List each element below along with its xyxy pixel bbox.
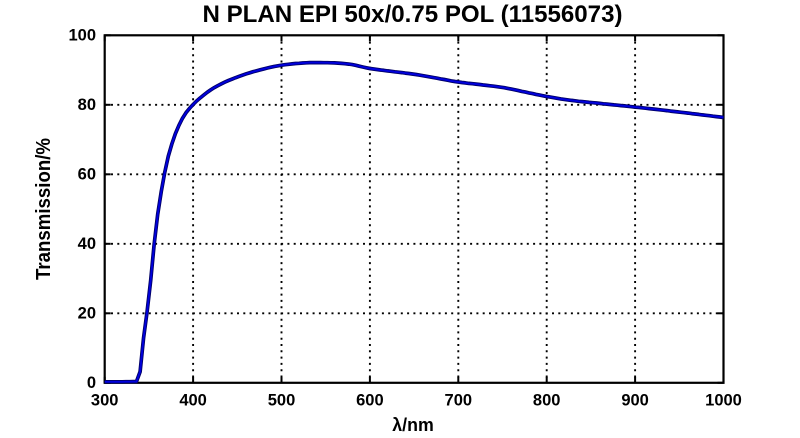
svg-text:800: 800	[533, 392, 561, 410]
svg-text:40: 40	[78, 235, 96, 253]
svg-text:1000: 1000	[705, 392, 742, 410]
svg-text:60: 60	[78, 166, 96, 184]
svg-text:20: 20	[78, 305, 96, 323]
svg-text:300: 300	[91, 392, 119, 410]
svg-text:900: 900	[621, 392, 649, 410]
svg-text:0: 0	[87, 374, 96, 392]
svg-text:Transmission/%: Transmission/%	[33, 138, 55, 280]
svg-text:80: 80	[78, 96, 96, 114]
svg-text:λ/nm: λ/nm	[392, 415, 434, 435]
svg-text:700: 700	[445, 392, 473, 410]
svg-text:500: 500	[268, 392, 296, 410]
svg-text:600: 600	[356, 392, 384, 410]
svg-text:N PLAN EPI 50x/0.75 POL (11556: N PLAN EPI 50x/0.75 POL (11556073)	[203, 1, 623, 28]
svg-text:400: 400	[179, 392, 207, 410]
svg-text:100: 100	[68, 27, 96, 45]
